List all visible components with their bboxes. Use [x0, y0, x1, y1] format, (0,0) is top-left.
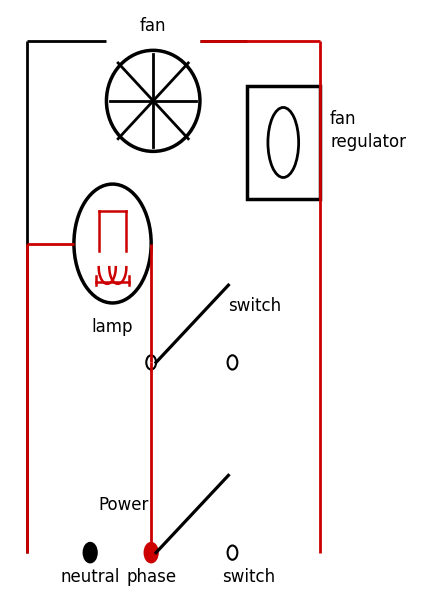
Text: fan: fan: [140, 17, 167, 35]
Text: lamp: lamp: [92, 318, 133, 336]
Bar: [247, 86, 320, 199]
Text: Power: Power: [99, 496, 149, 514]
Circle shape: [144, 542, 158, 563]
Circle shape: [83, 542, 97, 563]
Text: switch: switch: [222, 568, 275, 586]
Text: neutral: neutral: [61, 568, 120, 586]
Text: switch: switch: [228, 297, 282, 315]
Text: fan
regulator: fan regulator: [330, 110, 406, 151]
Text: phase: phase: [126, 568, 176, 586]
